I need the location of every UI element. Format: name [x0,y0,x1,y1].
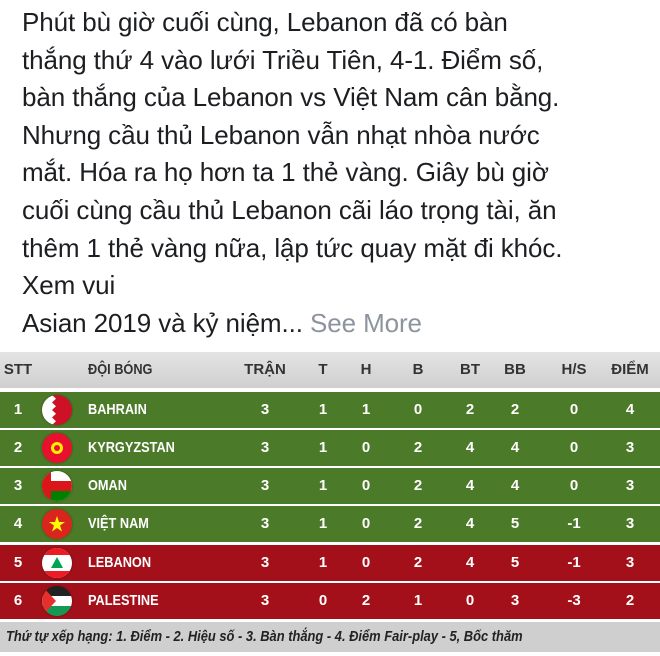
points: 3 [625,515,635,532]
goal-diff: -1 [567,515,581,532]
table-row: 5 LEBANON 3 1 0 2 4 5 -1 3 [0,545,660,581]
points: 2 [625,592,635,609]
team-name: KYRGYZSTAN [88,439,175,456]
goal-diff: 0 [569,439,579,456]
rank: 5 [13,554,23,571]
header-points: ĐIỂM [611,361,649,378]
post-line: Asian 2019 và kỷ niệm... See More [22,307,422,338]
matches: 3 [260,439,270,456]
losses: 2 [413,439,423,456]
ranking-criteria-footer: Thứ tự xếp hạng: 1. Điểm - 2. Hiệu số - … [0,622,660,652]
points: 4 [625,401,635,418]
wins: 1 [318,477,328,494]
goal-diff: -3 [567,592,581,609]
header-team: ĐỘI BÓNG [88,361,153,378]
goals-against: 4 [510,439,520,456]
table-row: 6 PALESTINE 3 0 2 1 0 3 -3 2 [0,583,660,619]
wins: 0 [318,592,328,609]
points: 3 [625,439,635,456]
team-name: BAHRAIN [88,401,147,418]
header-goals-for: BT [460,361,480,378]
goal-diff: 0 [569,477,579,494]
goals-for: 4 [465,554,475,571]
points: 3 [625,554,635,571]
draws: 0 [361,477,371,494]
matches: 3 [260,554,270,571]
goals-against: 4 [510,477,520,494]
post-line: thắng thứ 4 vào lưới Triều Tiên, 4-1. Đi… [22,44,544,75]
losses: 0 [413,401,423,418]
losses: 1 [413,592,423,609]
kyrgyzstan-flag-icon [42,433,72,463]
see-more-link[interactable]: See More [309,307,422,338]
goals-for: 4 [465,515,475,532]
draws: 0 [361,554,371,571]
draws: 0 [361,439,371,456]
goals-for: 4 [465,477,475,494]
losses: 2 [413,515,423,532]
vietnam-flag-icon [42,509,72,539]
draws: 1 [361,401,371,418]
header-draws: H [360,361,372,378]
goals-for: 2 [465,401,475,418]
table-row: 3 OMAN 3 1 0 2 4 4 0 3 [0,468,660,504]
draws: 0 [361,515,371,532]
post-line: Phút bù giờ cuối cùng, Lebanon đã có bàn [22,7,508,37]
goals-against: 2 [510,401,520,418]
header-losses: B [412,361,424,378]
oman-flag-icon [42,471,72,501]
team-name: OMAN [88,477,127,494]
header-matches: TRẬN [244,361,286,378]
team-name: PALESTINE [88,592,159,609]
rank: 2 [13,439,23,456]
matches: 3 [260,515,270,532]
header-goal-diff: H/S [561,361,587,378]
goals-against: 5 [510,515,520,532]
post-text: Phút bù giờ cuối cùng, Lebanon đã có bàn… [22,4,660,342]
goals-for: 4 [465,439,475,456]
losses: 2 [413,477,423,494]
rank: 4 [13,515,23,532]
goal-diff: 0 [569,401,579,418]
matches: 3 [260,477,270,494]
points: 3 [625,477,635,494]
matches: 3 [260,401,270,418]
wins: 1 [318,439,328,456]
post-line: cuối cùng cầu thủ Lebanon cãi láo trọng … [22,194,557,225]
losses: 2 [413,554,423,571]
header-goals-against: BB [504,361,526,378]
lebanon-flag-icon [42,548,72,578]
draws: 2 [361,592,371,609]
goals-for: 0 [465,592,475,609]
post-line: mắt. Hóa ra họ hơn ta 1 thẻ vàng. Giây b… [22,157,549,188]
goal-diff: -1 [567,554,581,571]
goals-against: 5 [510,554,520,571]
team-name: LEBANON [88,554,152,571]
team-name: VIỆT NAM [88,515,149,532]
goals-against: 3 [510,592,520,609]
rank: 3 [13,477,23,494]
header-wins: T [318,361,328,378]
post-line: bàn thắng của Lebanon vs Việt Nam cân bằ… [22,82,560,113]
wins: 1 [318,515,328,532]
post-line: thêm 1 thẻ vàng nữa, lập tức quay mặt đi… [22,232,563,263]
matches: 3 [260,592,270,609]
post-line: Xem vui [22,270,116,301]
rank: 1 [13,401,23,418]
table-row: 2 KYRGYZSTAN 3 1 0 2 4 4 0 3 [0,430,660,466]
table-row: 4 VIỆT NAM 3 1 0 2 4 5 -1 3 [0,506,660,542]
wins: 1 [318,401,328,418]
post-line: Nhưng cầu thủ Lebanon vẫn nhạt nhòa nước [22,119,540,150]
table-header: STT ĐỘI BÓNG TRẬN T H B BT BB H/S ĐIỂM [0,352,660,388]
table-row: 1 BAHRAIN 3 1 1 0 2 2 0 4 [0,392,660,428]
palestine-flag-icon [42,586,72,616]
rank: 6 [13,592,23,609]
wins: 1 [318,554,328,571]
header-stt: STT [3,361,33,378]
bahrain-flag-icon [42,395,72,425]
